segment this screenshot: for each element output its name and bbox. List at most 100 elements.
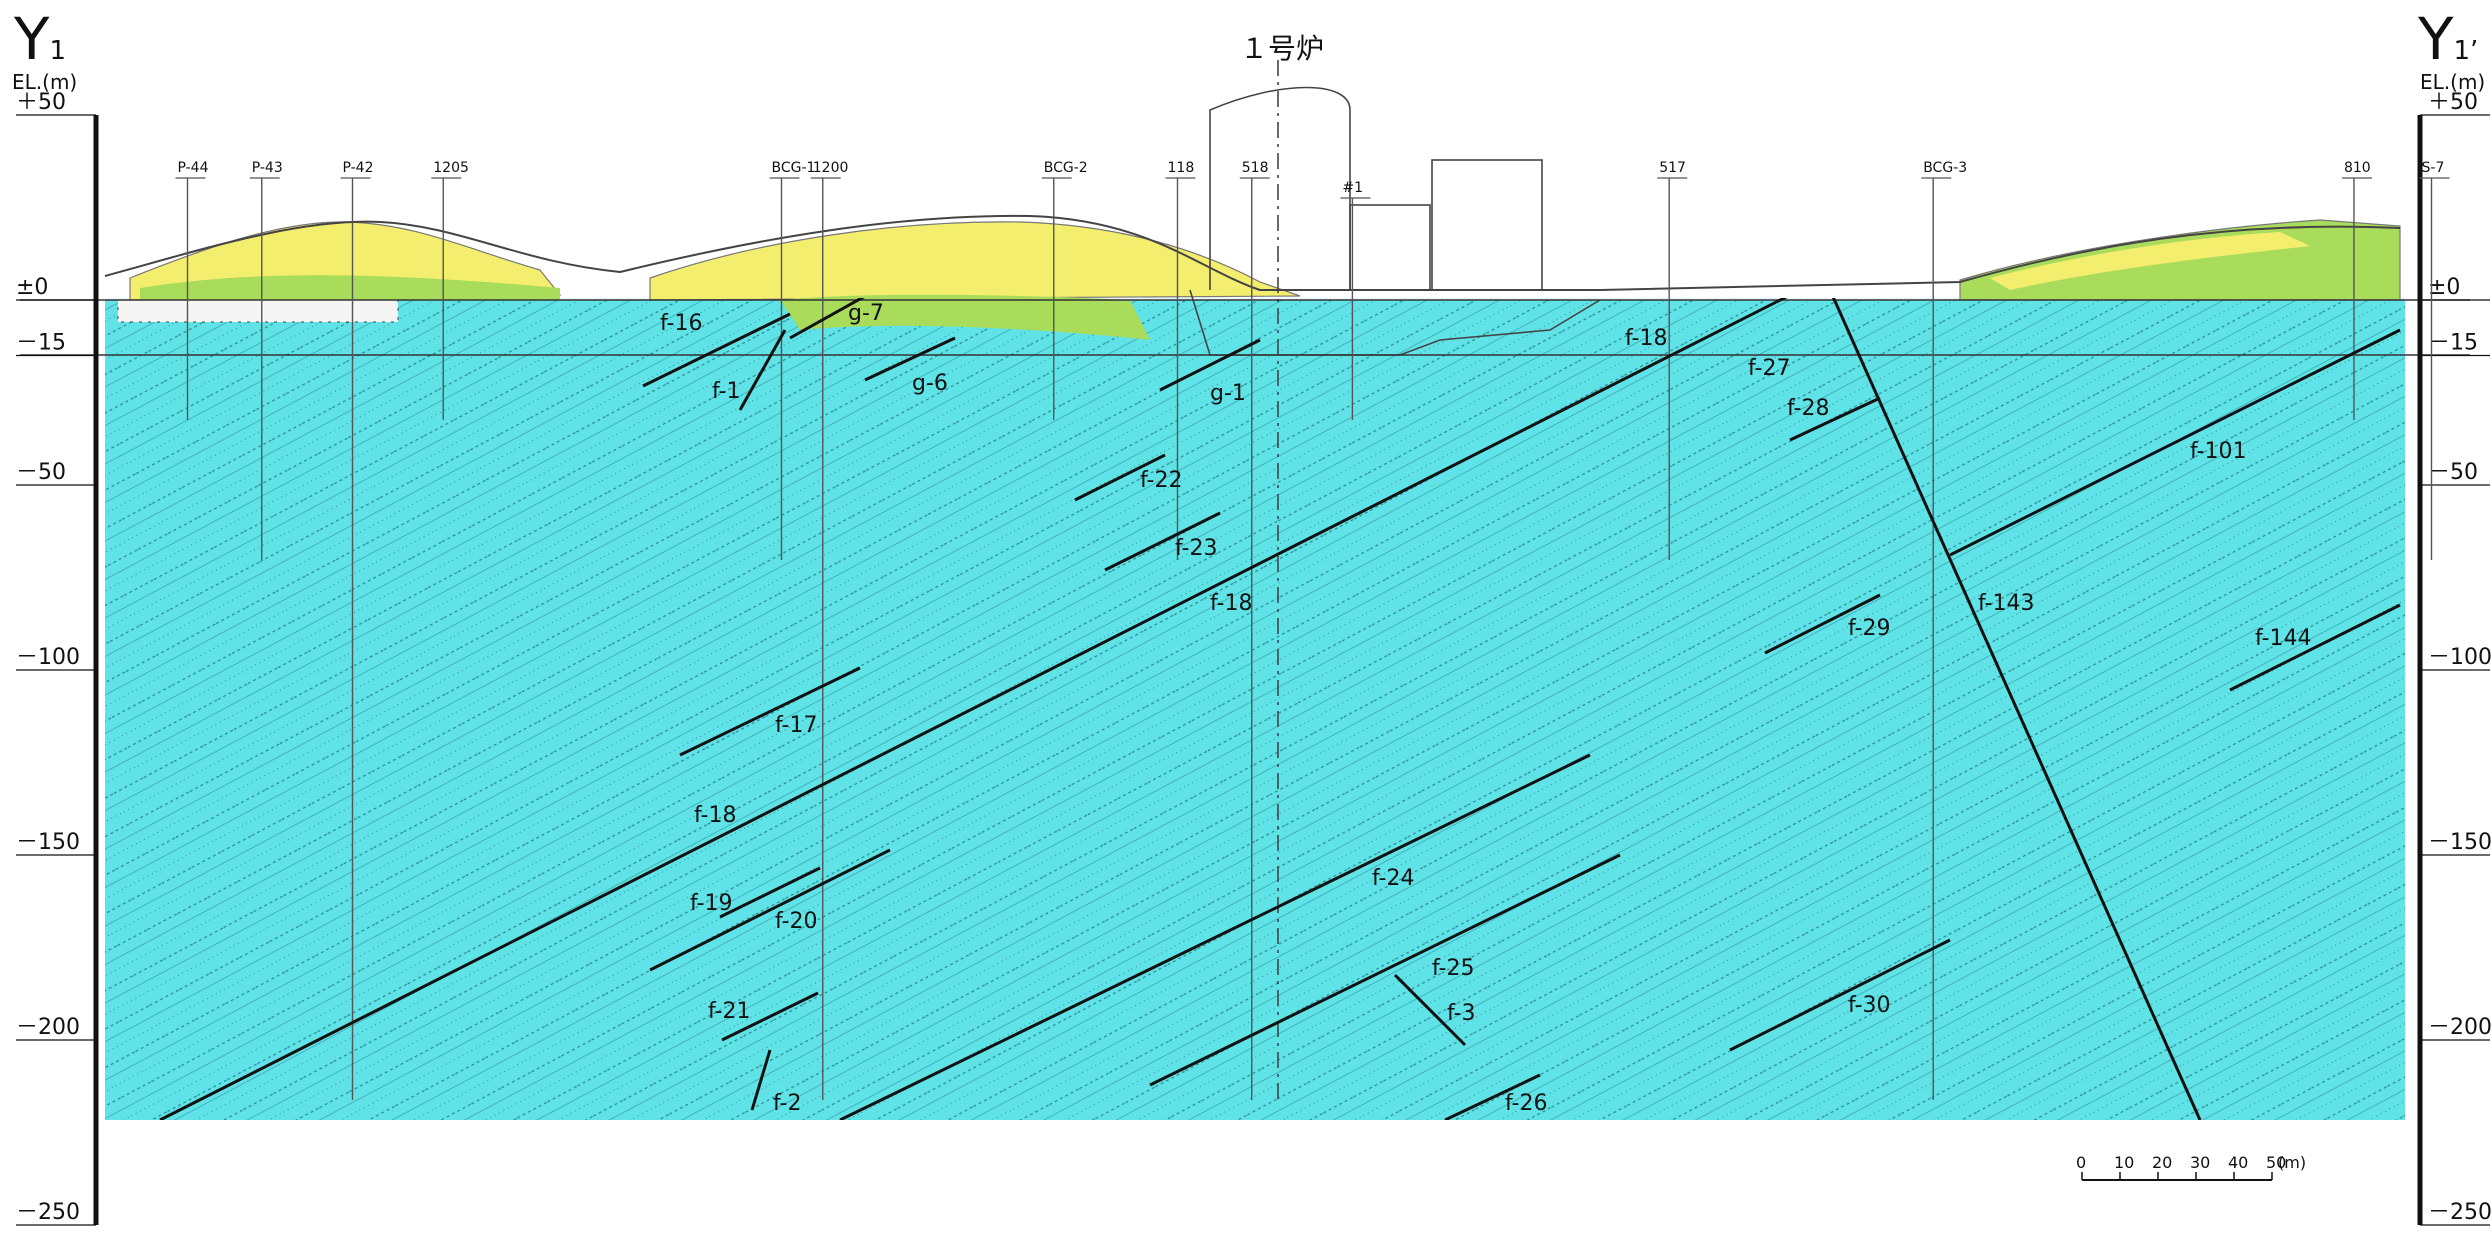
fault-label: f-2 bbox=[773, 1091, 801, 1116]
scale-tick-label: 30 bbox=[2190, 1153, 2210, 1172]
borehole-label: 1205 bbox=[433, 160, 469, 176]
fault-trace-f2 bbox=[750, 1049, 772, 1111]
fault-label: f-25 bbox=[1432, 956, 1474, 981]
elevation-label: －250 bbox=[16, 1200, 80, 1225]
elevation-label: ±0 bbox=[2428, 275, 2460, 300]
borehole-label: 517 bbox=[1659, 160, 1686, 176]
fault-trace-f17 bbox=[679, 666, 861, 757]
elevation-label: ±0 bbox=[16, 275, 48, 300]
elevation-label: －100 bbox=[16, 645, 80, 670]
fault-label: f-16 bbox=[660, 311, 702, 336]
elevation-label: ＋50 bbox=[2428, 90, 2478, 115]
fault-label: g-6 bbox=[912, 371, 948, 396]
fault-label: f-20 bbox=[775, 909, 817, 934]
green-lens-left bbox=[140, 275, 560, 300]
elevation-scale-right: ＋50 ±0 －15 －50 －100 －150 －200 －250 bbox=[2417, 90, 2491, 1226]
fault-trace-f16 bbox=[642, 312, 791, 388]
borehole-label: P-43 bbox=[252, 160, 283, 176]
elevation-label: －50 bbox=[2428, 460, 2478, 485]
borehole: BCG-2 bbox=[1041, 160, 1088, 420]
section-label-right: Y1’ bbox=[2418, 5, 2479, 73]
elevation-label: －250 bbox=[2428, 1200, 2491, 1225]
fault-label: f-28 bbox=[1787, 396, 1829, 421]
fault-label: f-3 bbox=[1447, 1001, 1475, 1026]
fault-trace-f28 bbox=[1789, 396, 1881, 442]
borehole: P-42 bbox=[340, 160, 374, 1100]
fault-label: f-19 bbox=[690, 891, 732, 916]
elevation-label: －15 bbox=[2428, 331, 2478, 356]
elevation-label: －50 bbox=[16, 460, 66, 485]
borehole: S-7 bbox=[2419, 160, 2450, 560]
fault-trace-f101 bbox=[1949, 328, 2401, 557]
fault-label: f-22 bbox=[1140, 468, 1182, 493]
scale-tick-label: 50 bbox=[2266, 1153, 2286, 1172]
borehole-label: 1200 bbox=[813, 160, 849, 176]
borehole: 810 bbox=[2341, 160, 2372, 420]
reactor-building-outline bbox=[1189, 60, 1601, 1100]
fault-trace-f29 bbox=[1764, 593, 1881, 655]
fault-trace-g1 bbox=[1159, 338, 1261, 392]
reactor-title: １号炉 bbox=[1240, 32, 1324, 65]
fault-trace-f1 bbox=[738, 329, 787, 411]
fault-label: f-1 bbox=[712, 379, 740, 404]
fault-trace-f30 bbox=[1729, 938, 1951, 1052]
fault-trace-f21 bbox=[721, 991, 819, 1042]
white-lens-left bbox=[117, 299, 399, 323]
borehole-label: S-7 bbox=[2422, 160, 2445, 176]
distance-scale-bar: 0 10 20 30 40 50(m) bbox=[2076, 1153, 2306, 1181]
borehole-label: 118 bbox=[1168, 160, 1195, 176]
fault-label: f-24 bbox=[1372, 866, 1414, 891]
fault-label: f-27 bbox=[1748, 356, 1790, 381]
fault-trace-f25 bbox=[1149, 853, 1621, 1087]
scale-tick-label: 40 bbox=[2228, 1153, 2248, 1172]
elevation-label: －200 bbox=[16, 1015, 80, 1040]
fault-label: f-18 bbox=[1210, 591, 1252, 616]
fault-trace-f26 bbox=[1444, 1073, 1541, 1120]
borehole: 1205 bbox=[431, 160, 469, 420]
elevation-label: ＋50 bbox=[16, 90, 66, 115]
borehole: BCG-3 bbox=[1921, 160, 1967, 1100]
borehole: BCG-1 bbox=[769, 160, 816, 560]
fault-label: g-7 bbox=[848, 301, 884, 326]
fault-label: f-18 bbox=[1625, 326, 1667, 351]
borehole-label: P-44 bbox=[178, 160, 209, 176]
borehole-label: P-42 bbox=[343, 160, 374, 176]
borehole: 1200 bbox=[810, 160, 849, 1100]
surface-deposit-center bbox=[649, 221, 1301, 301]
elevation-label: －150 bbox=[16, 830, 80, 855]
fault-label: f-18 bbox=[694, 803, 736, 828]
fault-labels: f-16 f-1 g-7 g-6 g-1 f-18 f-27 f-28 f-101 f-22 f-2… bbox=[660, 301, 2311, 1116]
fault-label: f-17 bbox=[775, 713, 817, 738]
elevation-scale-left: ＋50 ±0 －15 －50 －100 －150 －200 －250 bbox=[16, 90, 99, 1226]
fault-trace-f24 bbox=[839, 753, 1591, 1120]
elevation-label: －15 bbox=[16, 331, 66, 356]
bedrock-body bbox=[105, 300, 2405, 1120]
borehole-label: BCG-1 bbox=[772, 160, 816, 176]
fault-trace-f23 bbox=[1104, 511, 1221, 572]
fault-trace-f3 bbox=[1393, 973, 1467, 1047]
borehole: 518 bbox=[1239, 160, 1270, 1100]
borehole: 118 bbox=[1165, 160, 1196, 560]
fault-trace-f20 bbox=[649, 848, 891, 972]
section-label-left: Y1 bbox=[14, 5, 66, 73]
borehole-label: BCG-3 bbox=[1923, 160, 1967, 176]
surface-deposit-right-yellow bbox=[1990, 232, 2310, 290]
elevation-label: －100 bbox=[2428, 645, 2491, 670]
borehole-label: #1 bbox=[1342, 180, 1363, 196]
fault-label: f-23 bbox=[1175, 536, 1217, 561]
borehole-label: 810 bbox=[2344, 160, 2371, 176]
scale-tick-label: 10 bbox=[2114, 1153, 2134, 1172]
borehole: 517 bbox=[1657, 160, 1688, 560]
scale-tick-label: 0 bbox=[2076, 1153, 2086, 1172]
fault-trace-f143 bbox=[1831, 298, 2202, 1120]
fault-label: f-101 bbox=[2190, 439, 2246, 464]
fault-trace-g6 bbox=[864, 336, 956, 382]
elevation-label: －200 bbox=[2428, 1015, 2491, 1040]
fault-trace-f22 bbox=[1074, 453, 1166, 502]
fault-trace-g7 bbox=[789, 298, 865, 340]
borehole: P-43 bbox=[249, 160, 283, 560]
fault-trace-f18-main bbox=[159, 298, 1788, 1120]
green-lens-center bbox=[780, 294, 1150, 340]
elevation-label: －150 bbox=[2428, 830, 2491, 855]
